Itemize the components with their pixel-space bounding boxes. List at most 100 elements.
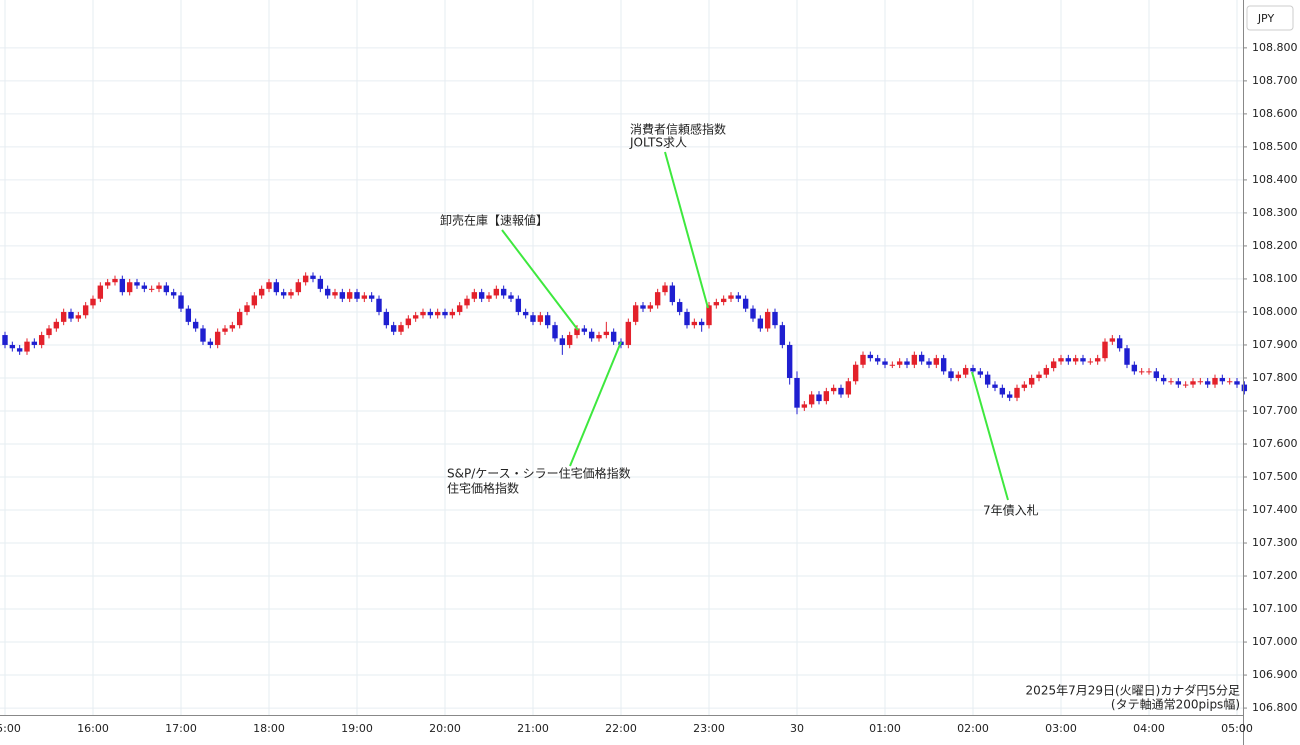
candle-body [918, 354, 925, 362]
candle-body [1212, 377, 1218, 385]
candle-body [720, 298, 727, 303]
currency-box [1246, 5, 1294, 31]
candle-body [882, 361, 888, 365]
candle-body [53, 321, 60, 329]
candle-body [860, 354, 866, 365]
candle-body [192, 321, 199, 329]
candle-body [383, 311, 390, 326]
candle-body [112, 278, 118, 283]
candle-body [141, 285, 148, 289]
x-tick-label: 30 [790, 722, 804, 735]
candle-body [310, 275, 316, 279]
candle-body [119, 278, 126, 293]
candle-body [757, 318, 764, 329]
candle-body [1036, 374, 1042, 378]
y-tick-label: 107.500 [1252, 470, 1298, 483]
candle-body [163, 285, 170, 293]
candle-body [1146, 371, 1152, 373]
candle-body [464, 298, 470, 306]
x-tick-label: 01:00 [869, 722, 901, 735]
candle-body [889, 364, 896, 366]
candle-body [1094, 358, 1101, 362]
candle-body [559, 338, 566, 345]
x-tick-label: 22:00 [605, 722, 637, 735]
candle-body [60, 311, 67, 322]
candle-body [1153, 371, 1160, 378]
candle-body [537, 315, 544, 322]
candle-body [273, 282, 280, 293]
candle-body [200, 328, 206, 342]
candle-body [324, 288, 331, 296]
candle-body [354, 292, 360, 299]
candle-body [398, 325, 404, 332]
candle-body [222, 328, 228, 332]
candle-body [500, 288, 507, 296]
y-tick-label: 108.300 [1252, 206, 1298, 219]
candle-body [874, 358, 881, 362]
x-tick-label: 17:00 [165, 722, 197, 735]
candle-body [713, 302, 720, 306]
y-tick-label: 108.200 [1252, 239, 1298, 252]
candle-body [1241, 384, 1248, 392]
x-tick-label: 04:00 [1133, 722, 1165, 735]
candle-body [156, 285, 162, 289]
candle-body [16, 348, 23, 352]
candle-body [977, 371, 984, 375]
candle-body [405, 318, 412, 326]
candle-body [244, 305, 250, 312]
candle-body [544, 315, 551, 326]
annotation: 卸売在庫【速報値】 [440, 213, 548, 228]
candle-body [1028, 377, 1035, 385]
candle-body [170, 292, 177, 296]
candle-body [251, 295, 258, 306]
candle-body [178, 295, 184, 309]
candle-body [911, 354, 918, 365]
y-tick-label: 107.900 [1252, 338, 1298, 351]
candle-body [185, 308, 192, 322]
pointer [501, 229, 579, 331]
candle-body [1182, 384, 1189, 386]
candle-body [1168, 381, 1174, 383]
candle-body [625, 321, 632, 345]
candle-body [9, 344, 16, 349]
y-tick-label: 108.100 [1252, 272, 1298, 285]
candle-body [801, 404, 808, 408]
candle-body [691, 321, 698, 326]
candle-body [1006, 394, 1013, 398]
candle-body [706, 305, 712, 326]
candle-body [1234, 381, 1240, 385]
candle-body [786, 344, 793, 378]
y-tick-label: 108.700 [1252, 74, 1298, 87]
candle-body [1175, 381, 1182, 385]
candle-body [867, 354, 874, 359]
candle-body [1109, 338, 1116, 342]
annotation-pointers [501, 151, 1009, 501]
candle-body [390, 325, 397, 332]
annotation: 住宅価格指数 [447, 481, 519, 496]
candle-body [332, 292, 338, 296]
candle-body [640, 305, 646, 309]
y-tick-label: 106.900 [1252, 668, 1298, 681]
candle-body [68, 311, 74, 319]
candle-body [669, 285, 676, 303]
candle-body [794, 377, 800, 408]
candle-body [962, 368, 969, 375]
candle-body [1204, 381, 1211, 385]
candle-body [508, 295, 514, 299]
candle-body [486, 295, 492, 299]
x-tick-label: 20:00 [429, 722, 461, 735]
candle-body [266, 282, 272, 289]
candle-body [24, 341, 30, 352]
candle-body [742, 298, 749, 309]
candle-body [581, 328, 588, 332]
candle-body [1065, 358, 1072, 362]
candle-body [823, 391, 830, 402]
candle-body [434, 311, 441, 316]
y-tick-label: 107.300 [1252, 536, 1298, 549]
candle-body [449, 311, 456, 316]
candle-body [456, 305, 463, 312]
candle-body [1190, 381, 1196, 385]
candle-body [280, 292, 287, 296]
candle-body [2, 335, 8, 345]
x-tick-label: 21:00 [517, 722, 549, 735]
